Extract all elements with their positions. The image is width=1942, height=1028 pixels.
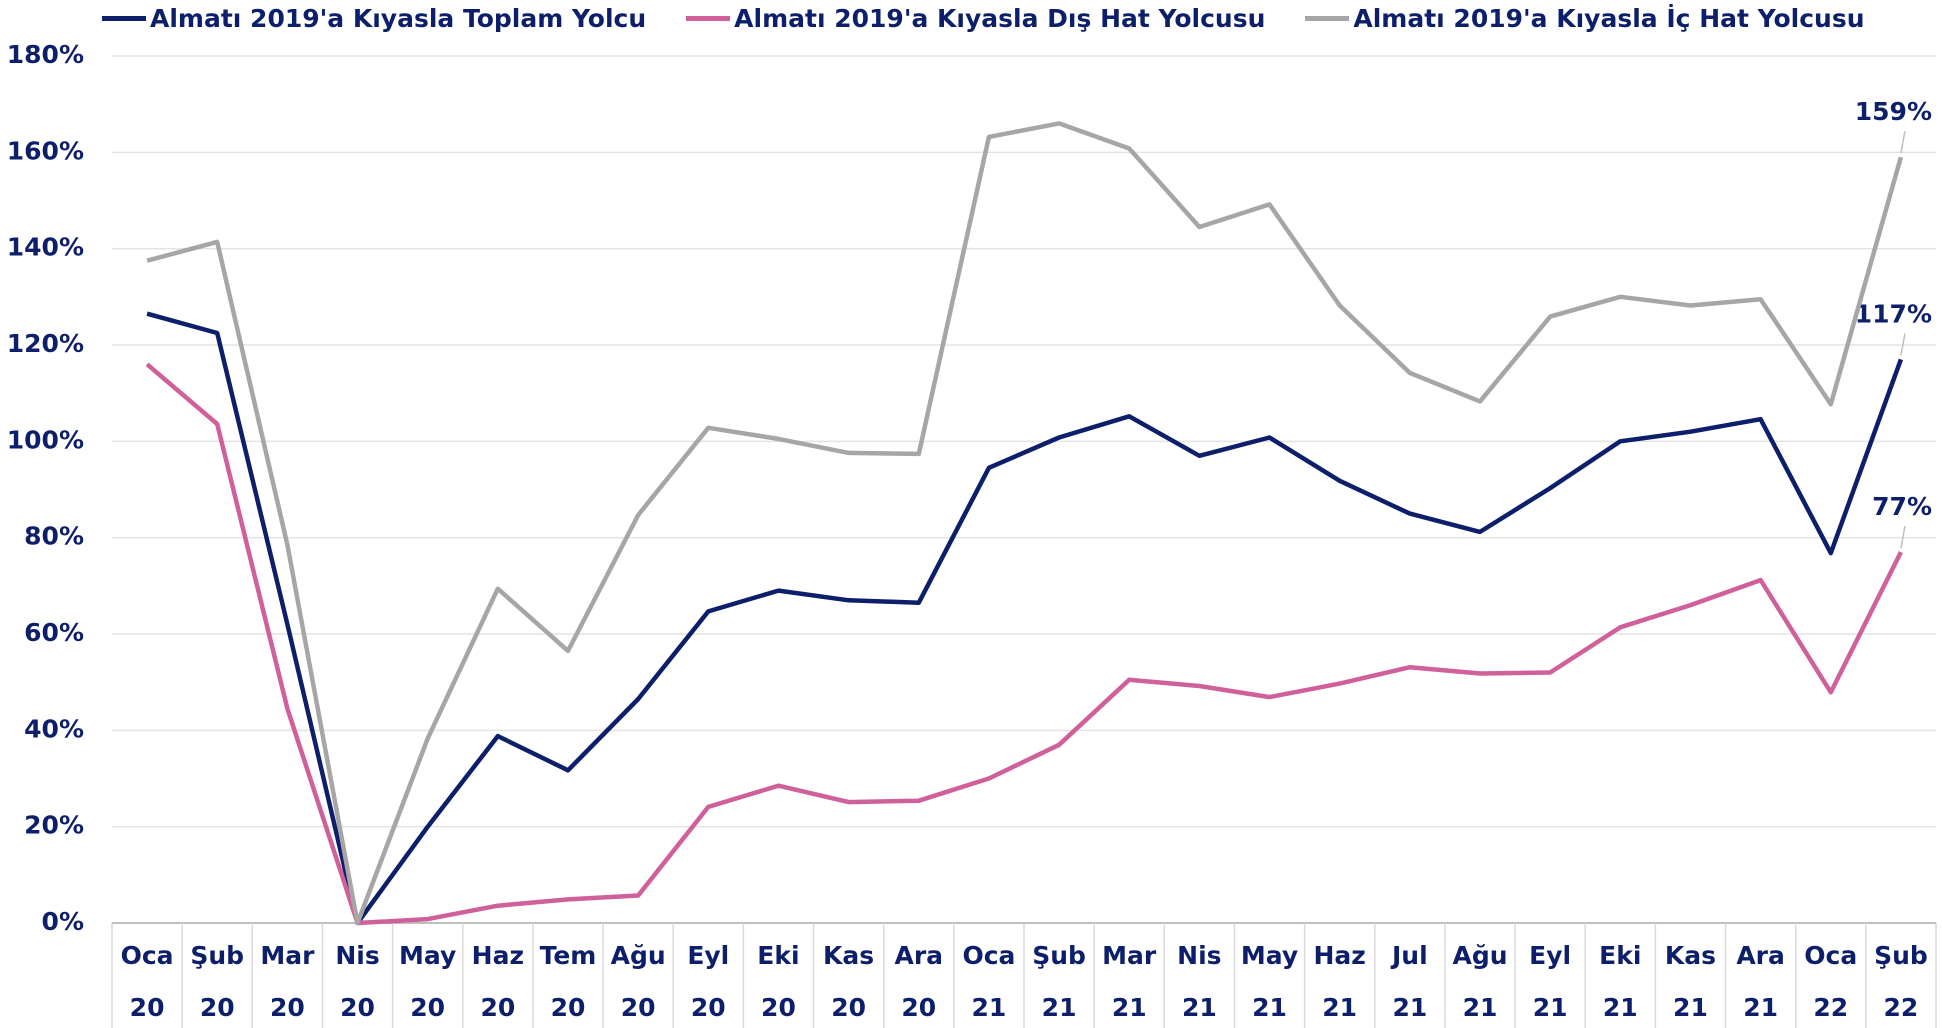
legend-item: Almatı 2019'a Kıyasla Dış Hat Yolcusu (686, 4, 1265, 33)
y-tick-label: 160% (7, 136, 84, 165)
data-label: 77% (1872, 492, 1932, 521)
x-tick-label: Jul 21 (1392, 941, 1428, 1022)
legend-swatch (1305, 16, 1350, 21)
series-line (146, 311, 1904, 926)
x-tick-label: Mar 21 (1102, 941, 1157, 1022)
y-tick-label: 80% (24, 522, 84, 551)
x-tick-label: Oca 22 (1804, 941, 1858, 1022)
x-tick-label: Mar 20 (260, 941, 315, 1022)
data-label: 117% (1855, 299, 1932, 328)
data-label: 159% (1855, 97, 1932, 126)
x-tick-label: Kas 20 (823, 941, 875, 1022)
y-tick-label: 20% (24, 811, 84, 840)
legend-swatch (686, 16, 731, 21)
x-tick-label: Şub 21 (1032, 941, 1086, 1022)
x-tick-label: Ağu 21 (1452, 941, 1508, 1022)
x-tick-label: Eki 20 (757, 941, 800, 1022)
x-tick-label: Şub 20 (190, 941, 245, 1022)
x-tick-label: Eyl 21 (1529, 941, 1572, 1022)
x-tick-label: Oca 21 (962, 941, 1016, 1022)
x-tick-label: Ağu 20 (610, 941, 666, 1022)
legend-swatch (102, 16, 146, 21)
legend-label: Almatı 2019'a Kıyasla İç Hat Yolcusu (1353, 4, 1865, 33)
x-tick-label: Kas 21 (1664, 941, 1716, 1022)
x-tick-label: Nis 20 (335, 941, 380, 1022)
y-tick-label: 60% (24, 618, 84, 647)
legend-label: Almatı 2019'a Kıyasla Dış Hat Yolcusu (734, 4, 1266, 33)
y-tick-label: 40% (24, 714, 84, 743)
y-tick-label: 0% (42, 907, 84, 936)
leader-line (1900, 333, 1906, 356)
x-tick-label: May 21 (1240, 941, 1299, 1022)
legend: Almatı 2019'a Kıyasla Toplam Yolcu Almatı… (102, 4, 1865, 33)
x-tick-label: May 20 (399, 941, 457, 1022)
y-tick-label: 140% (7, 233, 84, 262)
x-tick-label: Oca 20 (120, 941, 174, 1022)
series-line (146, 121, 1904, 926)
x-tick-label: Şub 22 (1874, 941, 1928, 1022)
legend-label: Almatı 2019'a Kıyasla Toplam Yolcu (150, 4, 647, 33)
x-tick-label: Tem 20 (539, 941, 597, 1022)
legend-item: Almatı 2019'a Kıyasla İç Hat Yolcusu (1305, 4, 1865, 33)
leader-line (1900, 525, 1906, 549)
y-tick-label: 120% (7, 329, 84, 358)
leader-line (1900, 131, 1906, 154)
x-tick-label: Ara 21 (1736, 941, 1785, 1022)
x-tick-label: Nis 21 (1177, 941, 1222, 1022)
x-tick-label: Eyl 20 (687, 941, 730, 1022)
x-tick-label: Ara 20 (894, 941, 944, 1022)
legend-item: Almatı 2019'a Kıyasla Toplam Yolcu (102, 4, 646, 33)
x-tick-label: Eki 21 (1599, 941, 1642, 1022)
y-tick-label: 100% (7, 425, 84, 454)
x-tick-label: Haz 21 (1313, 941, 1366, 1022)
y-tick-label: 180% (7, 40, 84, 69)
series-line (145, 362, 1903, 926)
x-tick-label: Haz 20 (471, 941, 524, 1022)
